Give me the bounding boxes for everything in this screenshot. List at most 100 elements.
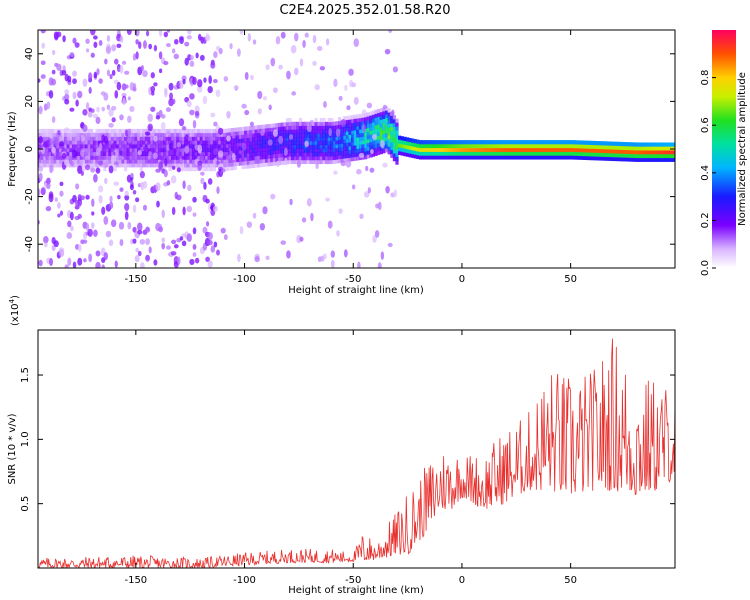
heatmap-y-label: Frequency (Hz) bbox=[7, 111, 18, 187]
heatmap-cell bbox=[356, 148, 360, 153]
heatmap-cell bbox=[144, 136, 149, 141]
heatmap-cell bbox=[272, 123, 276, 128]
heatmap-noise-cell bbox=[124, 70, 130, 75]
heatmap-noise-cell bbox=[61, 69, 67, 76]
heatmap-cell bbox=[228, 162, 232, 167]
heatmap-cell bbox=[630, 146, 634, 151]
heatmap-noise-cell bbox=[207, 260, 213, 268]
heatmap-cell bbox=[322, 140, 326, 146]
heatmap-noise-cell bbox=[103, 216, 109, 225]
heatmap-cell bbox=[518, 151, 522, 156]
heatmap-cell bbox=[118, 155, 123, 160]
heatmap-cell bbox=[317, 137, 321, 142]
heatmap-cell bbox=[262, 155, 266, 160]
heatmap-cell bbox=[246, 160, 250, 165]
heatmap-noise-cell bbox=[108, 108, 114, 117]
heatmap-noise-cell bbox=[165, 245, 171, 250]
heatmap-cell bbox=[71, 144, 76, 149]
heatmap-noise-cell bbox=[299, 236, 304, 242]
heatmap-cell bbox=[614, 156, 618, 162]
heatmap-cell bbox=[108, 159, 112, 164]
colorbar: 0.00.20.40.60.8 Normalized spectral ampl… bbox=[700, 30, 748, 276]
heatmap-cell bbox=[408, 153, 412, 158]
heatmap-noise-cell bbox=[147, 113, 153, 123]
heatmap-cell bbox=[275, 126, 279, 132]
heatmap-cell bbox=[306, 121, 310, 126]
heatmap-noise-cell bbox=[118, 221, 125, 230]
heatmap-cell bbox=[392, 134, 397, 139]
heatmap-noise-cell bbox=[145, 254, 151, 262]
heatmap-noise-cell bbox=[283, 147, 288, 156]
heatmap-cell bbox=[369, 115, 373, 120]
heatmap-cell bbox=[204, 155, 209, 160]
heatmap-cell bbox=[181, 140, 185, 145]
heatmap-cell bbox=[403, 144, 407, 149]
heatmap-cell bbox=[184, 166, 188, 172]
heatmap-cell bbox=[126, 151, 130, 156]
heatmap-cell bbox=[90, 132, 94, 137]
heatmap-cell bbox=[319, 125, 323, 130]
heatmap-cell bbox=[218, 144, 222, 149]
heatmap-cell bbox=[332, 155, 337, 161]
heatmap-cell bbox=[71, 163, 76, 168]
heatmap-cell bbox=[507, 155, 511, 160]
heatmap-noise-cell bbox=[104, 58, 108, 65]
heatmap-cell bbox=[113, 132, 117, 137]
heatmap-cell bbox=[194, 166, 198, 172]
heatmap-cell bbox=[528, 147, 532, 152]
heatmap-noise-cell bbox=[179, 158, 184, 165]
heatmap-cell bbox=[231, 143, 235, 148]
heatmap-cell bbox=[510, 147, 514, 152]
heatmap-cell bbox=[298, 156, 303, 161]
snr-series-line bbox=[38, 338, 675, 568]
heatmap-cell bbox=[275, 157, 279, 162]
heatmap-cell bbox=[533, 143, 537, 149]
heatmap-cell bbox=[551, 147, 556, 152]
heatmap-cell bbox=[371, 114, 376, 119]
heatmap-cell bbox=[158, 159, 162, 164]
heatmap-cell bbox=[278, 122, 282, 128]
heatmap-cell bbox=[288, 156, 292, 161]
heatmap-cell bbox=[343, 142, 347, 148]
heatmap-cell bbox=[439, 155, 443, 160]
heatmap-cell bbox=[204, 132, 209, 137]
heatmap-cell bbox=[523, 143, 527, 149]
heatmap-cell bbox=[280, 149, 284, 154]
heatmap-noise-cell bbox=[119, 114, 124, 121]
heatmap-cell bbox=[283, 137, 287, 142]
heatmap-cell bbox=[134, 132, 138, 137]
heatmap-noise-cell bbox=[38, 187, 41, 197]
heatmap-cell bbox=[418, 155, 423, 160]
heatmap-cell bbox=[340, 131, 344, 137]
heatmap-cell bbox=[160, 140, 164, 145]
heatmap-cell bbox=[382, 107, 386, 112]
heatmap-noise-cell bbox=[207, 85, 213, 94]
heatmap-cell bbox=[74, 132, 78, 137]
heatmap-cell bbox=[139, 163, 143, 168]
heatmap-cell bbox=[424, 143, 428, 149]
heatmap-cell bbox=[531, 140, 535, 145]
heatmap-cell bbox=[405, 141, 410, 146]
heatmap-cell bbox=[390, 130, 394, 136]
heatmap-cell bbox=[173, 144, 177, 149]
heatmap-cell bbox=[168, 163, 172, 168]
heatmap-noise-cell bbox=[64, 93, 70, 101]
heatmap-cell bbox=[233, 165, 237, 171]
heatmap-noise-cell bbox=[323, 101, 327, 108]
heatmap-cell bbox=[71, 128, 76, 134]
heatmap-cell bbox=[476, 143, 480, 149]
heatmap-cell bbox=[671, 142, 675, 147]
heatmap-cell bbox=[541, 147, 545, 152]
heatmap-noise-cell bbox=[98, 195, 103, 204]
heatmap-cell bbox=[351, 126, 355, 131]
heatmap-cell bbox=[144, 140, 149, 145]
snr-y-label: SNR (10 * v/v) bbox=[7, 413, 18, 484]
heatmap-cell bbox=[160, 128, 164, 134]
heatmap-cell bbox=[338, 124, 342, 129]
heatmap-cell bbox=[671, 157, 675, 162]
heatmap-noise-cell bbox=[289, 198, 293, 206]
heatmap-noise-cell bbox=[145, 30, 150, 37]
heatmap-noise-cell bbox=[90, 52, 95, 58]
heatmap-noise-cell bbox=[169, 92, 174, 100]
heatmap-noise-cell bbox=[380, 251, 385, 260]
